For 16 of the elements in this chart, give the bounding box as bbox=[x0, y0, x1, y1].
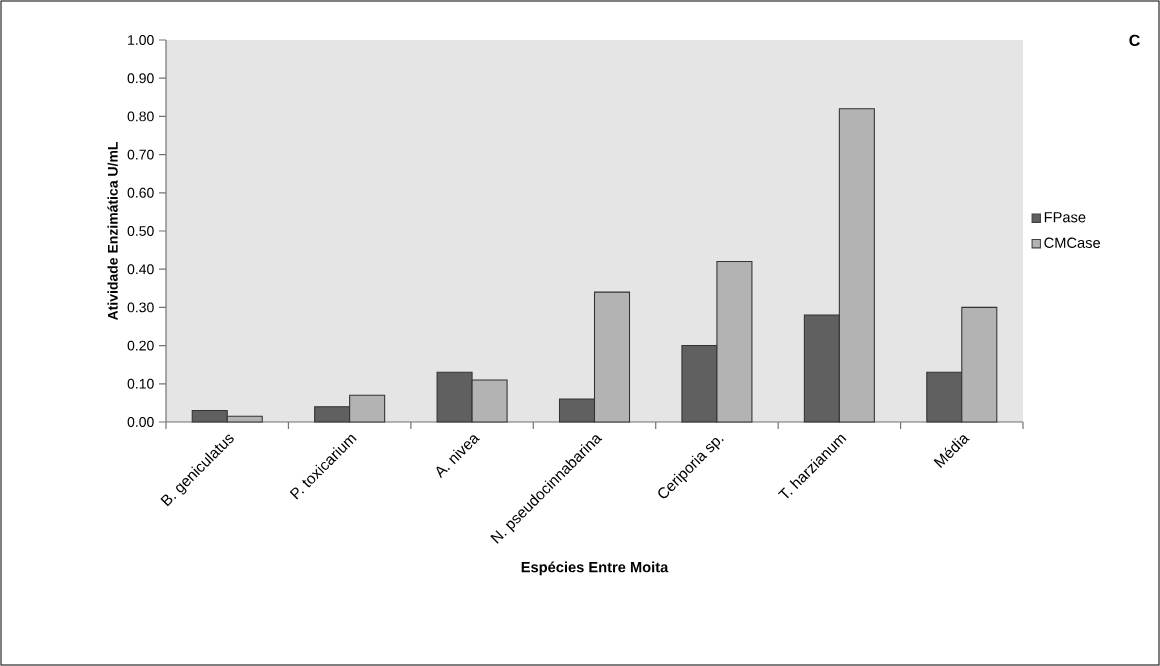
y-axis-title: Atividade Enzimática U/mL bbox=[107, 141, 118, 321]
y-tick-label: 0.80 bbox=[127, 111, 154, 122]
y-tick-label: 0.00 bbox=[127, 417, 154, 427]
y-tick-label: 0.70 bbox=[127, 149, 154, 160]
legend-label: FPase bbox=[1044, 212, 1086, 223]
legend-label: CMCase bbox=[1044, 237, 1101, 248]
y-tick-label: 0.40 bbox=[127, 264, 154, 275]
y-tick-label: 0.50 bbox=[127, 226, 154, 236]
y-tick-label: 0.20 bbox=[127, 340, 154, 351]
y-tick-label: 1.00 bbox=[128, 35, 154, 45]
y-tick-label: 0.30 bbox=[127, 302, 154, 313]
y-tick-label: 0.60 bbox=[127, 187, 154, 198]
x-axis-title: Espécies Entre Moita bbox=[521, 561, 669, 576]
y-tick-label: 0.90 bbox=[127, 73, 154, 84]
y-tick-label: 0.10 bbox=[127, 378, 154, 389]
text: C bbox=[1129, 34, 1140, 47]
